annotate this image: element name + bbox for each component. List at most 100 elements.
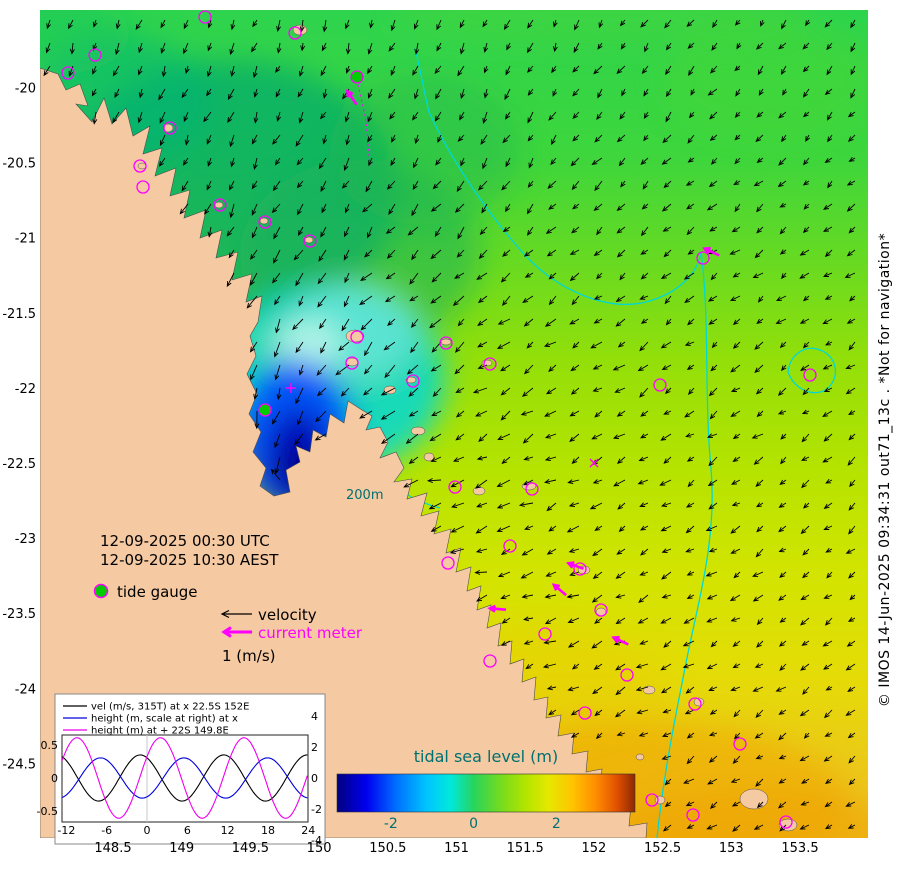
tide-gauge-marker	[258, 215, 272, 229]
inset-x-tick-label: 18	[261, 824, 275, 837]
tide-gauge-marker	[441, 556, 455, 570]
inset-right-tick-label: 4	[311, 710, 318, 723]
tide-gauge-marker	[163, 121, 177, 135]
inset-right-tick-label: 2	[311, 741, 318, 754]
island	[137, 162, 147, 170]
lon-tick-label: 149.5	[232, 841, 269, 856]
lat-tick-label: -21	[15, 232, 36, 247]
inset-series-line	[62, 754, 308, 802]
tide-gauge-marker	[133, 159, 147, 173]
tide-gauge-marker	[573, 562, 587, 576]
tide-gauge-marker	[578, 706, 592, 720]
lon-tick-label: 149	[169, 841, 194, 856]
tide-gauge-marker	[483, 357, 497, 371]
tide-gauge-marker	[503, 539, 517, 553]
timestamp-local: 12-09-2025 10:30 AEST	[100, 551, 279, 569]
current-meter-marker	[345, 89, 358, 106]
inset-legend-label: height (m, scale at right) at x	[91, 714, 238, 725]
inset-x-tick-label: 12	[221, 824, 235, 837]
island	[423, 452, 435, 462]
island	[405, 376, 417, 384]
inset-right-tick-label: -4	[311, 834, 322, 847]
plus-reference-mark	[286, 383, 296, 393]
mainland	[40, 67, 648, 838]
tide-gauge-marker	[61, 66, 75, 80]
inset-right-tick-label: 0	[311, 772, 318, 785]
tide-gauge-marker	[88, 48, 102, 62]
current-meter-marker	[487, 604, 507, 613]
current-meter-marker	[551, 583, 567, 597]
inset-right-tick-label: -2	[311, 803, 322, 816]
tide-gauge-icon	[93, 583, 109, 599]
tide-gauge-marker	[696, 251, 710, 265]
lat-tick-label: -24.5	[2, 757, 36, 772]
tide-gauge-marker	[733, 737, 747, 751]
island	[304, 236, 314, 244]
island	[162, 123, 174, 133]
tide-gauge-marker	[525, 482, 539, 496]
lat-tick-label: -24	[15, 682, 36, 697]
current-meter-marker	[702, 246, 720, 257]
lat-tick-label: -20.5	[2, 157, 36, 172]
lat-tick-label: -20	[15, 82, 36, 97]
colorbar-ticks: -2 0 2	[384, 816, 561, 832]
colorbar-gradient	[336, 773, 636, 813]
tide-gauge-marker-active	[350, 70, 364, 84]
inset-x-tick-label: 6	[184, 824, 191, 837]
inset-left-tick-label: 0	[51, 772, 58, 785]
island	[214, 201, 224, 209]
lat-tick-label: -21.5	[2, 307, 36, 322]
inset-plot-frame	[61, 734, 309, 823]
current-meter-arrow-icon	[221, 626, 252, 638]
lon-tick-label: 152.5	[644, 841, 681, 856]
inset-x-tick-label: -12	[57, 824, 75, 837]
island	[635, 753, 645, 761]
lon-tick-label: 151.5	[507, 841, 544, 856]
island	[259, 217, 269, 225]
tide-gauge-marker	[213, 198, 227, 212]
tide-gauge-marker	[136, 180, 150, 194]
lon-tick-label: 150	[307, 841, 332, 856]
current-meter-marker	[565, 561, 584, 570]
lat-tick-label: -23.5	[2, 607, 36, 622]
tide-gauge-marker	[653, 378, 667, 392]
island	[440, 338, 452, 346]
island	[410, 426, 426, 436]
contour-line	[656, 251, 713, 838]
tide-gauge-marker	[303, 234, 317, 248]
tide-gauge-marker	[288, 26, 302, 40]
lon-tick-label: 148.5	[94, 841, 131, 856]
tide-gauge-marker	[345, 356, 359, 370]
current-meter-label: current meter	[258, 624, 363, 642]
lat-tick-label: -23	[15, 532, 36, 547]
velocity-arrows	[43, 19, 856, 832]
velocity-label: velocity	[258, 606, 317, 624]
velocity-scale-label: 1 (m/s)	[222, 647, 276, 665]
inset-x-tick-label: 0	[144, 824, 151, 837]
tide-gauge-marker	[803, 368, 817, 382]
tide-gauge-marker-active	[258, 403, 272, 417]
dotted-track	[356, 79, 371, 169]
colorbar-tick-label: 2	[552, 816, 561, 832]
station-markers	[61, 10, 817, 829]
inset-series-line	[62, 737, 308, 819]
velocity-field	[43, 19, 856, 832]
tide-gauge-marker	[688, 697, 702, 711]
tide-gauge-marker	[645, 793, 659, 807]
inset-legend-label: vel (m/s, 315T) at x 22.5S 152E	[91, 702, 249, 713]
velocity-arrow-icon	[220, 609, 252, 619]
island	[739, 788, 769, 810]
inset-left-tick-label: 0.5	[41, 739, 59, 752]
tide-gauge-marker	[448, 480, 462, 494]
colorbar-tick-label: -2	[384, 816, 398, 832]
colorbar-tick-label: 0	[469, 816, 478, 832]
track-line	[356, 79, 371, 169]
contour-label: 200m	[346, 488, 383, 503]
contour-line	[787, 347, 837, 394]
lon-tick-label: 152	[581, 841, 606, 856]
tide-gauge-marker	[620, 668, 634, 682]
inset-box	[54, 693, 326, 845]
